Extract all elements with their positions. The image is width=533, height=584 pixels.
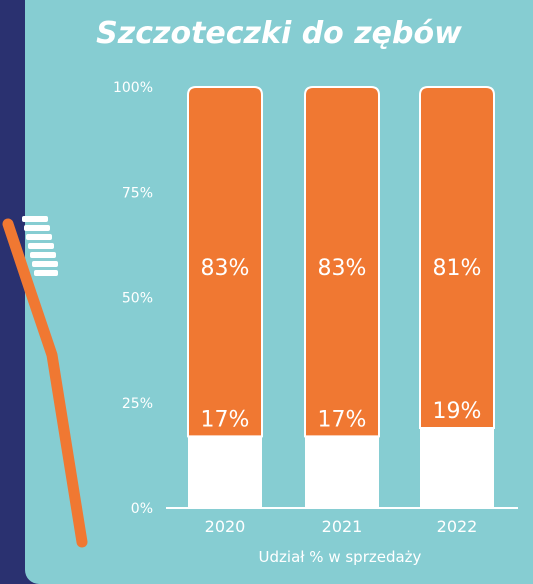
data-label: 83% (318, 256, 367, 281)
x-tick-label: 2020 (205, 517, 246, 536)
y-tick-label: 100% (113, 80, 153, 96)
data-label: 83% (201, 256, 250, 281)
y-tick-label: 50% (122, 291, 153, 307)
bar-segment-bottom (420, 428, 494, 508)
bar-segment-bottom (188, 436, 262, 508)
x-tick-label: 2021 (322, 517, 363, 536)
bar-segment-top (304, 86, 380, 438)
chart-title: Szczoteczki do zębów (96, 16, 462, 51)
data-label: 17% (201, 407, 250, 432)
bar-segment-bottom (305, 436, 379, 508)
y-tick-label: 25% (122, 396, 153, 412)
x-axis-label: Udział % w sprzedaży (259, 548, 422, 566)
y-tick-label: 75% (122, 185, 153, 201)
data-label: 17% (318, 407, 367, 432)
bar-segment-top (187, 86, 263, 438)
bar-segment-top (419, 86, 495, 430)
x-tick-label: 2022 (437, 517, 478, 536)
y-axis: 0% 25% 50% 75% 100% (113, 80, 153, 517)
data-label: 81% (433, 256, 482, 281)
x-axis: 2020 2021 2022 (166, 507, 518, 536)
bars: 17% 83% 17% 83% 19% 81% (187, 86, 495, 508)
y-tick-label: 0% (131, 501, 153, 517)
data-label: 19% (433, 399, 482, 424)
